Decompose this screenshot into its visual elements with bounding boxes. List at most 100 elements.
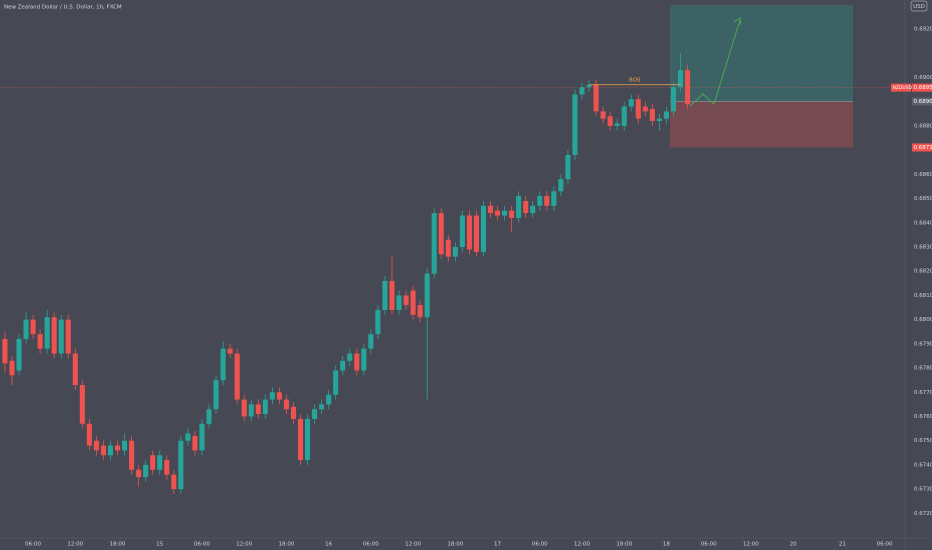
stop-label-bg bbox=[912, 143, 932, 152]
candle-body bbox=[283, 399, 289, 410]
candle-body bbox=[100, 445, 106, 456]
plot: BOS bbox=[0, 4, 905, 494]
x-tick-label: 12:00 bbox=[405, 542, 421, 548]
candle-body bbox=[670, 87, 677, 112]
candle-body bbox=[502, 210, 508, 216]
candle-body bbox=[107, 445, 114, 456]
candle-body bbox=[424, 273, 430, 318]
candle-body bbox=[37, 334, 43, 349]
projection-arrow bbox=[689, 19, 741, 107]
candle-body bbox=[51, 317, 57, 354]
candle-body bbox=[122, 440, 128, 451]
candle-body bbox=[248, 404, 254, 417]
candle-body bbox=[417, 305, 423, 318]
symbol-label-bg bbox=[891, 83, 911, 92]
candle-body bbox=[262, 399, 268, 415]
currency: USD bbox=[913, 4, 925, 10]
candle-body bbox=[312, 409, 318, 419]
candle-body bbox=[136, 469, 142, 478]
candle-body bbox=[565, 154, 571, 180]
x-tick-label: 18:00 bbox=[447, 542, 463, 548]
x-tick-label: 15 bbox=[156, 542, 163, 548]
candle-body bbox=[389, 280, 395, 310]
candle-body bbox=[290, 406, 296, 419]
candle-body bbox=[58, 319, 64, 354]
candle-body bbox=[354, 353, 360, 371]
candle-body bbox=[516, 196, 522, 218]
x-tick-label: 18:00 bbox=[616, 542, 632, 548]
candle-body bbox=[23, 319, 29, 340]
entry-label-bg bbox=[912, 97, 932, 106]
candle-body bbox=[509, 210, 515, 218]
candle-body bbox=[495, 210, 501, 216]
x-tick-label: 12:00 bbox=[67, 542, 83, 548]
candle-body bbox=[143, 464, 149, 478]
candle-body bbox=[403, 295, 409, 306]
candle-body bbox=[171, 474, 177, 490]
candle-body bbox=[65, 319, 71, 354]
current-price-label: 0.68958 bbox=[914, 85, 932, 91]
candle-body bbox=[30, 319, 36, 335]
candle-body bbox=[86, 423, 92, 446]
candle-body bbox=[16, 339, 22, 371]
candle-body bbox=[607, 116, 613, 126]
candle-body bbox=[304, 418, 311, 461]
candle-body bbox=[663, 111, 669, 119]
candle-body bbox=[72, 353, 78, 386]
candle-body bbox=[150, 455, 156, 470]
x-tick-label: 17 bbox=[494, 542, 501, 548]
candle-body bbox=[621, 106, 627, 126]
candle-body bbox=[382, 280, 388, 310]
candle-body bbox=[466, 215, 472, 250]
candle-body bbox=[368, 334, 374, 349]
x-tick-label: 06:00 bbox=[701, 542, 717, 548]
candle-body bbox=[220, 348, 226, 381]
candle-body bbox=[79, 385, 85, 424]
x-tick-label: 06:00 bbox=[877, 542, 893, 548]
candle-body bbox=[649, 108, 655, 122]
candle-body bbox=[410, 290, 416, 315]
x-tick-label: 16 bbox=[325, 542, 332, 548]
candle-body bbox=[438, 213, 444, 255]
candle-body bbox=[213, 380, 219, 410]
candle-body bbox=[537, 196, 543, 206]
candle-body bbox=[178, 440, 184, 490]
candle-body bbox=[255, 404, 261, 415]
projection-arrowhead bbox=[733, 17, 742, 26]
x-tick-label: 18:00 bbox=[278, 542, 294, 548]
candle-body bbox=[530, 205, 536, 214]
candle-body bbox=[551, 191, 557, 206]
candle-body bbox=[579, 87, 585, 95]
x-tick-label: 18 bbox=[663, 542, 670, 548]
candle-body bbox=[459, 215, 465, 247]
candle-body bbox=[269, 392, 275, 400]
x-tick-label: 06:00 bbox=[194, 542, 210, 548]
candle-body bbox=[9, 360, 15, 376]
candle-body bbox=[445, 239, 451, 257]
candle-body bbox=[523, 200, 529, 214]
candle-body bbox=[93, 440, 99, 451]
candle-body bbox=[227, 348, 233, 354]
candle-body bbox=[558, 179, 564, 192]
candle-body bbox=[333, 370, 339, 395]
candle-body bbox=[192, 435, 198, 451]
candle-body bbox=[635, 99, 641, 119]
candle-body bbox=[206, 409, 212, 424]
x-tick-label: 12:00 bbox=[574, 542, 590, 548]
candle-body bbox=[347, 353, 353, 361]
candle-body bbox=[487, 205, 494, 214]
x-tick-label: 12:00 bbox=[743, 542, 759, 548]
symbol-label: NZDUSD bbox=[893, 85, 913, 91]
candle-body bbox=[593, 84, 599, 112]
candle-body bbox=[44, 317, 50, 349]
